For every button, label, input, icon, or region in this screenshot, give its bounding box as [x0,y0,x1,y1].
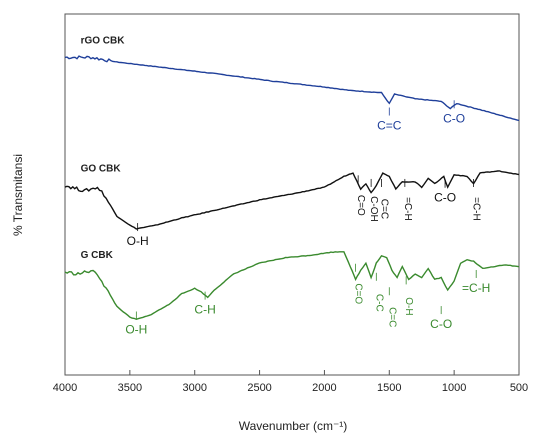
x-tick-label: 500 [510,382,528,394]
series-line [64,55,520,122]
peak-annotation: C-H [194,303,215,317]
peak-annotation: O-H [127,234,149,248]
x-tick-label: 2500 [247,382,271,394]
series-layer: rGO CBK GO CBK G CBK [64,35,520,321]
series-name-label: rGO CBK [81,35,126,46]
series-line [64,170,520,230]
x-tick-label: 1500 [377,382,401,394]
peak-annotation: C-O [434,191,456,205]
annotation-layer: C=CC-OO-HC=O C-OH C=C =C-H C-O =C-HO-HC-HC=O C… [125,100,490,336]
peak-annotation: C-OH [368,196,379,222]
peak-annotation: =C-H [402,197,413,221]
series-line [64,251,520,321]
x-tick-label: 3500 [118,382,142,394]
x-tick-label: 4000 [53,382,77,394]
peak-annotation: =C-H [462,281,490,295]
x-tick-label: 3000 [182,382,206,394]
peak-annotation: C-O [443,111,465,125]
peak-annotation: C=O [353,283,364,304]
series-name-label: GO CBK [81,163,122,174]
peak-annotation: C=C [379,199,390,219]
plot-frame [64,13,520,376]
peak-annotation: C=C [386,307,397,327]
peak-annotation: =C-H [471,197,482,221]
x-axis-ticks: 4000 3500 3000 2500 2000 1500 1000 500 [53,370,528,394]
x-tick-label: 1000 [442,382,466,394]
peak-annotation: O-H [403,297,414,315]
peak-annotation: C=C [377,119,402,133]
series-name-label: G CBK [81,250,114,261]
peak-annotation: C-O [430,317,452,331]
peak-annotation: C=O [355,195,366,216]
peak-annotation: C-C [373,294,384,312]
y-axis-title: % Transmitansi [11,154,25,236]
x-axis-title: Wavenumber (cm⁻¹) [239,419,348,433]
x-tick-label: 2000 [312,382,336,394]
peak-annotation: O-H [125,322,147,336]
